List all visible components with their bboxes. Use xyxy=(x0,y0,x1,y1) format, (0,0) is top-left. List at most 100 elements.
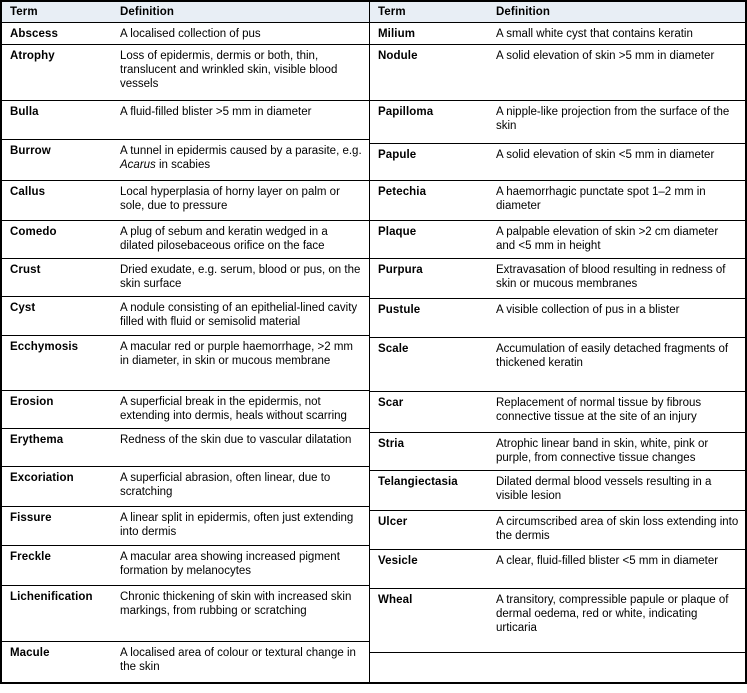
table-row: Papilloma A nipple-like projection from t… xyxy=(370,101,745,144)
term-cell: Callus xyxy=(10,186,46,198)
term-cell: Pustule xyxy=(378,304,421,316)
term-cell: Lichenification xyxy=(10,591,93,603)
table-body-left: Abscess A localised collection of pus Atro… xyxy=(2,23,369,683)
term-cell: Excoriation xyxy=(10,472,74,484)
definition-cell: A clear, fluid-filled blister <5 mm in d… xyxy=(496,555,719,567)
table-row: Purpura Extravasation of blood resulting … xyxy=(370,259,745,299)
term-cell: Freckle xyxy=(10,551,51,563)
definition-cell: A macular red or purple haemorrhage, >2 … xyxy=(120,341,353,368)
table-body-right: Milium A small white cyst that contains k… xyxy=(370,23,745,693)
term-cell: Plaque xyxy=(378,226,417,238)
table-row: Atrophy Loss of epidermis, dermis or both… xyxy=(2,45,369,101)
definition-cell: A nodule consisting of an epithelial-lin… xyxy=(120,302,358,329)
table-row: Erosion A superficial break in the epider… xyxy=(2,391,369,429)
term-cell: Papule xyxy=(378,149,417,161)
table-row: Macule A localised area of colour or text… xyxy=(2,642,369,683)
definition-cell: Local hyperplasia of horny layer on palm… xyxy=(120,186,340,213)
definition-cell: A solid elevation of skin <5 mm in diame… xyxy=(496,149,715,161)
definition-cell: A macular area showing increased pigment… xyxy=(120,551,340,578)
definition-cell: A circumscribed area of skin loss extend… xyxy=(496,516,739,543)
definition-cell: A linear split in epidermis, often just … xyxy=(120,512,354,539)
term-cell: Erythema xyxy=(10,434,64,446)
table-row: Pustule A visible collection of pus in a … xyxy=(370,299,745,338)
definition-cell: Dried exudate, e.g. serum, blood or pus,… xyxy=(120,264,361,291)
term-cell: Bulla xyxy=(10,106,39,118)
term-cell: Purpura xyxy=(378,264,423,276)
term-cell: Papilloma xyxy=(378,106,434,118)
glossary-panel-left: Term Definition Abscess A localised colle… xyxy=(2,2,370,682)
term-cell: Telangiectasia xyxy=(378,476,458,488)
table-row: Stria Atrophic linear band in skin, white… xyxy=(370,433,745,471)
definition-cell: A palpable elevation of skin >2 cm diame… xyxy=(496,226,719,253)
term-cell: Stria xyxy=(378,438,405,450)
definition-cell: A superficial break in the epidermis, no… xyxy=(120,396,347,423)
column-header-term-right: Term xyxy=(378,5,406,18)
term-cell: Nodule xyxy=(378,50,418,62)
table-row: Abscess A localised collection of pus xyxy=(2,23,369,45)
definition-cell: A nipple-like projection from the surfac… xyxy=(496,106,730,133)
definition-cell: A solid elevation of skin >5 mm in diame… xyxy=(496,50,715,62)
term-cell: Cyst xyxy=(10,302,36,314)
term-cell: Burrow xyxy=(10,145,51,157)
term-cell: Milium xyxy=(378,28,416,40)
table-row: Telangiectasia Dilated dermal blood vesse… xyxy=(370,471,745,511)
table-row: Wheal A transitory, compressible papule o… xyxy=(370,589,745,653)
definition-cell: A tunnel in epidermis caused by a parasi… xyxy=(120,145,362,172)
table-row: Callus Local hyperplasia of horny layer o… xyxy=(2,181,369,221)
table-row: Comedo A plug of sebum and keratin wedged… xyxy=(2,221,369,259)
definition-cell: A haemorrhagic punctate spot 1–2 mm in d… xyxy=(496,186,706,213)
table-header-row-right: Term Definition xyxy=(370,2,745,23)
definition-cell: A small white cyst that contains keratin xyxy=(496,28,693,40)
definition-cell: A localised area of colour or textural c… xyxy=(120,647,356,674)
term-cell: Atrophy xyxy=(10,50,55,62)
table-row: Excoriation A superficial abrasion, often… xyxy=(2,467,369,507)
table-row: Fissure A linear split in epidermis, ofte… xyxy=(2,507,369,546)
definition-cell: Loss of epidermis, dermis or both, thin,… xyxy=(120,50,338,91)
column-header-term-left: Term xyxy=(10,5,38,18)
table-row: Nodule A solid elevation of skin >5 mm in… xyxy=(370,45,745,101)
definition-cell xyxy=(488,653,745,661)
table-row: Plaque A palpable elevation of skin >2 cm… xyxy=(370,221,745,259)
table-row: Bulla A fluid-filled blister >5 mm in dia… xyxy=(2,101,369,140)
definition-cell: Extravasation of blood resulting in redn… xyxy=(496,264,726,291)
table-row: Ulcer A circumscribed area of skin loss e… xyxy=(370,511,745,550)
column-header-definition-left: Definition xyxy=(120,5,175,18)
table-row: Cyst A nodule consisting of an epithelial… xyxy=(2,297,369,336)
term-cell: Ulcer xyxy=(378,516,408,528)
table-header-row-left: Term Definition xyxy=(2,2,369,23)
term-cell: Fissure xyxy=(10,512,52,524)
table-row: Ecchymosis A macular red or purple haemor… xyxy=(2,336,369,391)
definition-cell: Chronic thickening of skin with increase… xyxy=(120,591,352,618)
table-row: Scar Replacement of normal tissue by fibr… xyxy=(370,392,745,433)
table-row: Freckle A macular area showing increased … xyxy=(2,546,369,586)
column-header-definition-right: Definition xyxy=(496,5,551,18)
term-cell: Scale xyxy=(378,343,409,355)
glossary-panel-right: Term Definition Milium A small white cyst… xyxy=(370,2,745,682)
table-row xyxy=(370,653,745,693)
table-row: Lichenification Chronic thickening of ski… xyxy=(2,586,369,642)
definition-cell: A plug of sebum and keratin wedged in a … xyxy=(120,226,328,253)
term-cell: Petechia xyxy=(378,186,427,198)
definition-cell: Redness of the skin due to vascular dila… xyxy=(120,434,352,446)
term-cell: Macule xyxy=(10,647,50,659)
term-cell: Comedo xyxy=(10,226,57,238)
definition-cell: A transitory, compressible papule or pla… xyxy=(496,594,729,635)
term-cell: Ecchymosis xyxy=(10,341,79,353)
definition-cell: A localised collection of pus xyxy=(120,28,261,40)
term-cell: Vesicle xyxy=(378,555,418,567)
term-cell: Scar xyxy=(378,397,404,409)
definition-cell: Replacement of normal tissue by fibrous … xyxy=(496,397,702,424)
definition-cell: A fluid-filled blister >5 mm in diameter xyxy=(120,106,312,118)
definition-cell: Dilated dermal blood vessels resulting i… xyxy=(496,476,712,503)
table-row: Vesicle A clear, fluid-filled blister <5 … xyxy=(370,550,745,589)
definition-cell: Accumulation of easily detached fragment… xyxy=(496,343,729,370)
term-cell: Erosion xyxy=(10,396,54,408)
term-cell: Abscess xyxy=(10,28,59,40)
table-row: Scale Accumulation of easily detached fra… xyxy=(370,338,745,392)
term-cell xyxy=(370,653,488,661)
definition-cell: Atrophic linear band in skin, white, pin… xyxy=(496,438,709,465)
definition-cell: A visible collection of pus in a blister xyxy=(496,304,680,316)
table-row: Milium A small white cyst that contains k… xyxy=(370,23,745,45)
table-row: Crust Dried exudate, e.g. serum, blood or… xyxy=(2,259,369,297)
